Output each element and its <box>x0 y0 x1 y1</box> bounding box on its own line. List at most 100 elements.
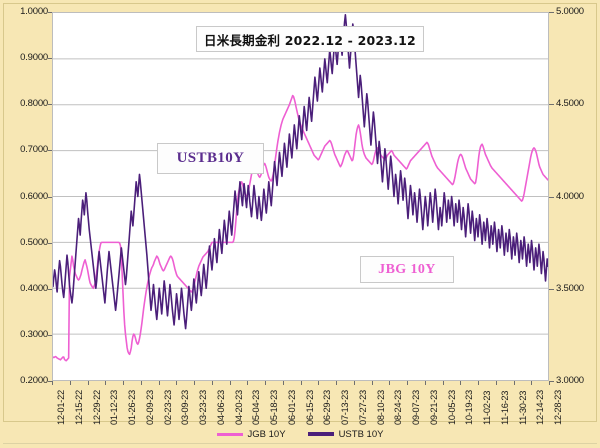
y-left-tick-label: 0.8000 <box>20 98 48 110</box>
x-tick <box>495 381 497 385</box>
y-right-tick-label: 4.5000 <box>556 98 584 110</box>
x-tick <box>105 381 107 385</box>
x-tick-label: 11-30-23 <box>517 390 528 425</box>
x-tick-label: 11-02-23 <box>482 390 492 425</box>
y-left-tick <box>48 58 52 60</box>
x-tick-label: 06-29-23 <box>322 390 333 425</box>
x-tick-label: 01-12-23 <box>109 390 120 425</box>
y-left-tick-label: 0.2000 <box>20 375 48 386</box>
y-right-tick-label: 5.0000 <box>556 6 584 17</box>
y-left-tick-label: 0.5000 <box>20 236 48 248</box>
y-right-tick <box>549 288 554 290</box>
x-tick <box>211 381 213 385</box>
y-right-tick <box>549 104 554 106</box>
x-tick-label: 03-23-23 <box>198 390 208 425</box>
x-tick-label: 08-24-23 <box>393 390 404 425</box>
x-tick-label: 11-16-23 <box>499 390 510 425</box>
x-tick-label: 12-29-22 <box>91 390 102 425</box>
x-tick <box>69 381 71 385</box>
y-left-tick-label: 0.9000 <box>20 52 48 64</box>
x-tick-label: 09-07-23 <box>411 390 421 425</box>
x-tick-label: 09-21-23 <box>428 390 439 425</box>
x-tick <box>123 381 124 385</box>
x-tick-label: 01-26-23 <box>127 390 137 425</box>
y-right-tick <box>549 381 554 382</box>
x-tick <box>194 381 195 385</box>
series-line-ustb-10y <box>53 15 548 329</box>
y-left-tick-label: 0.7000 <box>20 144 48 156</box>
y-right-tick-label: 3.0000 <box>556 375 584 386</box>
y-left-tick <box>48 150 52 152</box>
legend-item-ustb[interactable]: USTB 10Y <box>307 428 384 440</box>
x-tick-label: 02-09-23 <box>144 390 155 425</box>
chart-frame: 0.2000 0.3000 0.4000 0.5000 0.6000 0.7000 0.80… <box>3 3 597 425</box>
y-left-tick-label: 1.0000 <box>20 6 48 17</box>
footer-divider <box>3 443 597 444</box>
x-tick <box>353 381 355 385</box>
y-left-tick-label: 0.3000 <box>20 328 48 340</box>
x-tick <box>140 381 142 385</box>
x-tick <box>424 381 426 385</box>
legend-item-jgb[interactable]: JGB 10Y <box>216 429 286 440</box>
ustb-series-callout: USTB10Y <box>157 143 264 174</box>
y-left-tick <box>48 196 52 198</box>
x-tick-label: 07-13-23 <box>340 390 350 425</box>
x-tick <box>158 381 160 385</box>
plot-area <box>52 12 549 381</box>
y-right-tick <box>549 196 554 198</box>
x-tick <box>442 381 444 385</box>
jgb-series-callout: JBG 10Y <box>360 256 454 283</box>
page-title: 日米長期金利 2022.12 - 2023.12 <box>204 32 416 48</box>
x-tick-label: 06-15-23 <box>304 390 315 425</box>
x-tick-label: 08-10-23 <box>375 390 386 425</box>
x-tick <box>549 381 550 385</box>
y-left-tick-label: 0.6000 <box>20 190 48 202</box>
legend-swatch-jgb <box>216 432 243 436</box>
legend-label-ustb: USTB 10Y <box>338 428 384 440</box>
y-left-tick <box>48 12 52 13</box>
x-tick <box>247 381 249 385</box>
x-tick <box>318 381 320 385</box>
y-right-tick <box>549 12 554 13</box>
y-right-tick-label: 3.5000 <box>556 282 584 294</box>
y-left-tick <box>48 242 52 244</box>
y-left-tick <box>48 288 52 290</box>
y-left-tick-label: 0.4000 <box>20 282 48 294</box>
x-tick-label: 05-04-23 <box>251 390 262 425</box>
x-tick <box>407 381 408 385</box>
y-right-tick-label: 4.0000 <box>556 190 584 202</box>
series-layer <box>53 13 548 380</box>
x-tick-label: 10-05-23 <box>446 390 457 425</box>
x-tick <box>265 381 266 385</box>
x-tick-label: 04-20-23 <box>233 390 244 425</box>
x-tick <box>229 381 231 385</box>
x-tick <box>282 381 284 385</box>
x-tick <box>336 381 337 385</box>
x-tick-label: 03-09-23 <box>180 390 191 425</box>
x-tick-label: 12-01-22 <box>56 390 66 425</box>
x-tick-label: 12-14-23 <box>535 390 546 425</box>
x-tick-label: 12-28-23 <box>553 390 563 425</box>
x-tick <box>460 381 462 385</box>
y-left-tick <box>48 381 52 382</box>
x-tick-label: 05-18-23 <box>269 390 279 425</box>
y-left-tick <box>48 334 52 336</box>
x-tick-label: 10-19-23 <box>464 390 475 425</box>
jgb-series-label: JBG 10Y <box>378 261 436 277</box>
x-tick <box>176 381 178 385</box>
y-left-tick <box>48 104 52 106</box>
x-tick <box>478 381 479 385</box>
x-tick <box>389 381 391 385</box>
x-tick <box>300 381 302 385</box>
legend-swatch-ustb <box>307 432 334 436</box>
ustb-series-label: USTB10Y <box>176 150 245 166</box>
x-tick <box>531 381 533 385</box>
chart-legend: JGB 10Y USTB 10Y <box>0 424 600 444</box>
x-tick <box>371 381 373 385</box>
x-tick <box>87 381 89 385</box>
x-tick <box>513 381 515 385</box>
x-tick-label: 06-01-23 <box>286 390 297 425</box>
chart-title-callout: 日米長期金利 2022.12 - 2023.12 <box>196 26 424 52</box>
x-tick <box>52 381 53 385</box>
